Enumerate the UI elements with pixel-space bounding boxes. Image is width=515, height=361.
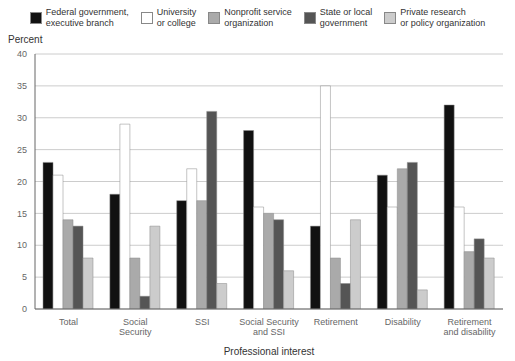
svg-text:30: 30 (17, 113, 27, 123)
html-text:University or college: University or college (156, 7, 197, 28)
svg-text:25: 25 (17, 145, 27, 155)
svg-text:SSI: SSI (195, 317, 210, 327)
html-text:Federal government, executive: Federal government, executive branch (45, 7, 129, 28)
svg-text:Retirementand disability: Retirementand disability (444, 317, 497, 337)
svg-text:10: 10 (17, 240, 27, 250)
html-text:State or local government: State or local government (319, 7, 373, 28)
svg-text:Total: Total (59, 317, 78, 327)
svg-text:5: 5 (22, 272, 27, 282)
svg-text:20: 20 (17, 177, 27, 187)
svg-text:Retirement: Retirement (314, 317, 359, 327)
svg-text:40: 40 (17, 49, 27, 59)
svg-text:15: 15 (17, 209, 27, 219)
html-text:Percent: Percent (8, 34, 43, 45)
svg-text:35: 35 (17, 81, 27, 91)
html-text:Nonprofit service organization: Nonprofit service organization (224, 7, 292, 28)
svg-text:SocialSecurity: SocialSecurity (119, 317, 152, 337)
svg-text:Disability: Disability (385, 317, 422, 327)
svg-text:Professional interest: Professional interest (224, 346, 315, 357)
html-text:Private research or policy org: Private research or policy organization (400, 7, 486, 28)
svg-text:0: 0 (22, 304, 27, 314)
svg-text:Social Securityand SSI: Social Securityand SSI (239, 317, 299, 337)
